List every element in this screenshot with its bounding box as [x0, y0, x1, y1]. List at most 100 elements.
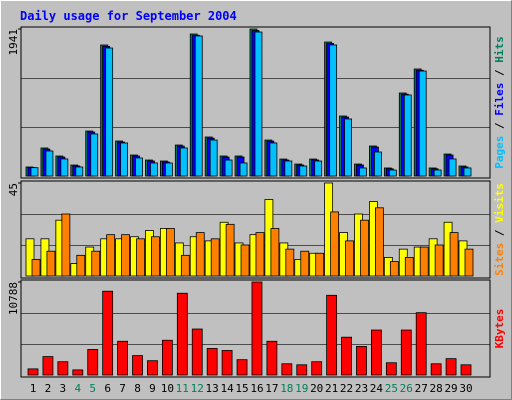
bar: [135, 157, 143, 177]
bar: [374, 151, 382, 177]
bar: [375, 207, 384, 277]
legend-separator: /: [493, 223, 506, 243]
bar: [161, 339, 173, 376]
bar: [90, 133, 99, 177]
bar: [296, 364, 308, 376]
x-tick-label: 18: [280, 382, 293, 395]
x-tick-label: 13: [206, 382, 219, 395]
bar: [419, 246, 429, 277]
bar: [27, 368, 39, 376]
bar: [415, 312, 427, 376]
x-tick-label: 22: [340, 382, 353, 395]
legend-entry: Sites: [493, 243, 506, 276]
bar: [209, 139, 218, 177]
bar: [191, 328, 203, 376]
bar: [284, 160, 293, 177]
x-tick-label: 2: [45, 382, 52, 395]
x-tick-label: 21: [325, 382, 338, 395]
bar: [239, 162, 248, 177]
legend: Sites / Visits: [493, 183, 506, 276]
bar: [418, 70, 427, 177]
bar: [269, 142, 278, 177]
bar: [87, 349, 99, 376]
x-tick-label: 8: [134, 382, 141, 395]
bar: [360, 219, 369, 277]
x-tick-label: 26: [400, 382, 413, 395]
x-tick-label: 5: [89, 382, 96, 395]
bar: [179, 147, 188, 177]
legend-entry: Files: [493, 83, 506, 116]
legend-separator: /: [493, 116, 506, 136]
bar: [61, 213, 71, 277]
x-tick-label: 24: [370, 382, 384, 395]
bar: [236, 359, 248, 376]
bar: [165, 228, 175, 277]
x-tick-label: 6: [104, 382, 111, 395]
bar: [150, 162, 158, 177]
x-tick-label: 14: [220, 382, 234, 395]
bar: [463, 167, 472, 177]
bar: [91, 250, 101, 277]
bar: [240, 244, 250, 277]
legend-entry: Visits: [493, 183, 506, 223]
legend: KBytes: [493, 309, 506, 349]
bar: [314, 160, 323, 177]
x-tick-label: 4: [74, 382, 81, 395]
bar: [266, 340, 278, 376]
bar: [326, 294, 338, 376]
legend-separator: /: [493, 63, 506, 83]
bar: [251, 281, 263, 376]
bar: [180, 254, 190, 277]
bar: [46, 250, 56, 277]
bar: [151, 236, 160, 277]
bar: [448, 158, 457, 177]
bar: [255, 232, 265, 277]
x-tick-label: 19: [295, 382, 308, 395]
bar: [106, 234, 116, 277]
bar: [281, 363, 293, 376]
bar: [75, 166, 84, 177]
bar: [72, 369, 84, 376]
x-tick-label: 28: [430, 382, 443, 395]
chart-title: Daily usage for September 2004: [20, 9, 237, 23]
x-tick-label: 7: [119, 382, 126, 395]
bar: [121, 234, 130, 277]
x-tick-label: 10: [161, 382, 174, 395]
bar: [25, 238, 35, 277]
bar: [329, 44, 338, 177]
bar: [311, 361, 323, 376]
bar: [136, 238, 145, 277]
bar: [105, 47, 114, 177]
bar: [30, 167, 39, 177]
x-tick-label: 16: [250, 382, 263, 395]
bar: [102, 290, 114, 376]
bar: [60, 158, 69, 177]
bar: [433, 169, 442, 177]
bar: [400, 329, 412, 376]
bar: [42, 356, 54, 376]
bar: [460, 364, 472, 376]
bar: [341, 336, 352, 376]
bar: [76, 254, 86, 277]
bar: [221, 350, 233, 376]
bar: [403, 94, 412, 177]
y-tick-label: 10788: [7, 282, 20, 315]
bar: [449, 232, 459, 277]
bar: [206, 348, 218, 376]
bar: [464, 248, 474, 277]
x-tick-label: 3: [60, 382, 67, 395]
bar: [356, 345, 367, 376]
bar: [117, 340, 128, 376]
bar: [194, 35, 203, 177]
bar: [147, 360, 158, 376]
bar: [345, 240, 354, 277]
x-tick-label: 1: [30, 382, 37, 395]
y-tick-label: 1941: [7, 29, 20, 56]
y-tick-label: 45: [7, 183, 20, 196]
bar: [359, 167, 367, 177]
bar: [57, 361, 69, 376]
bar: [389, 261, 399, 277]
bar: [164, 162, 173, 177]
